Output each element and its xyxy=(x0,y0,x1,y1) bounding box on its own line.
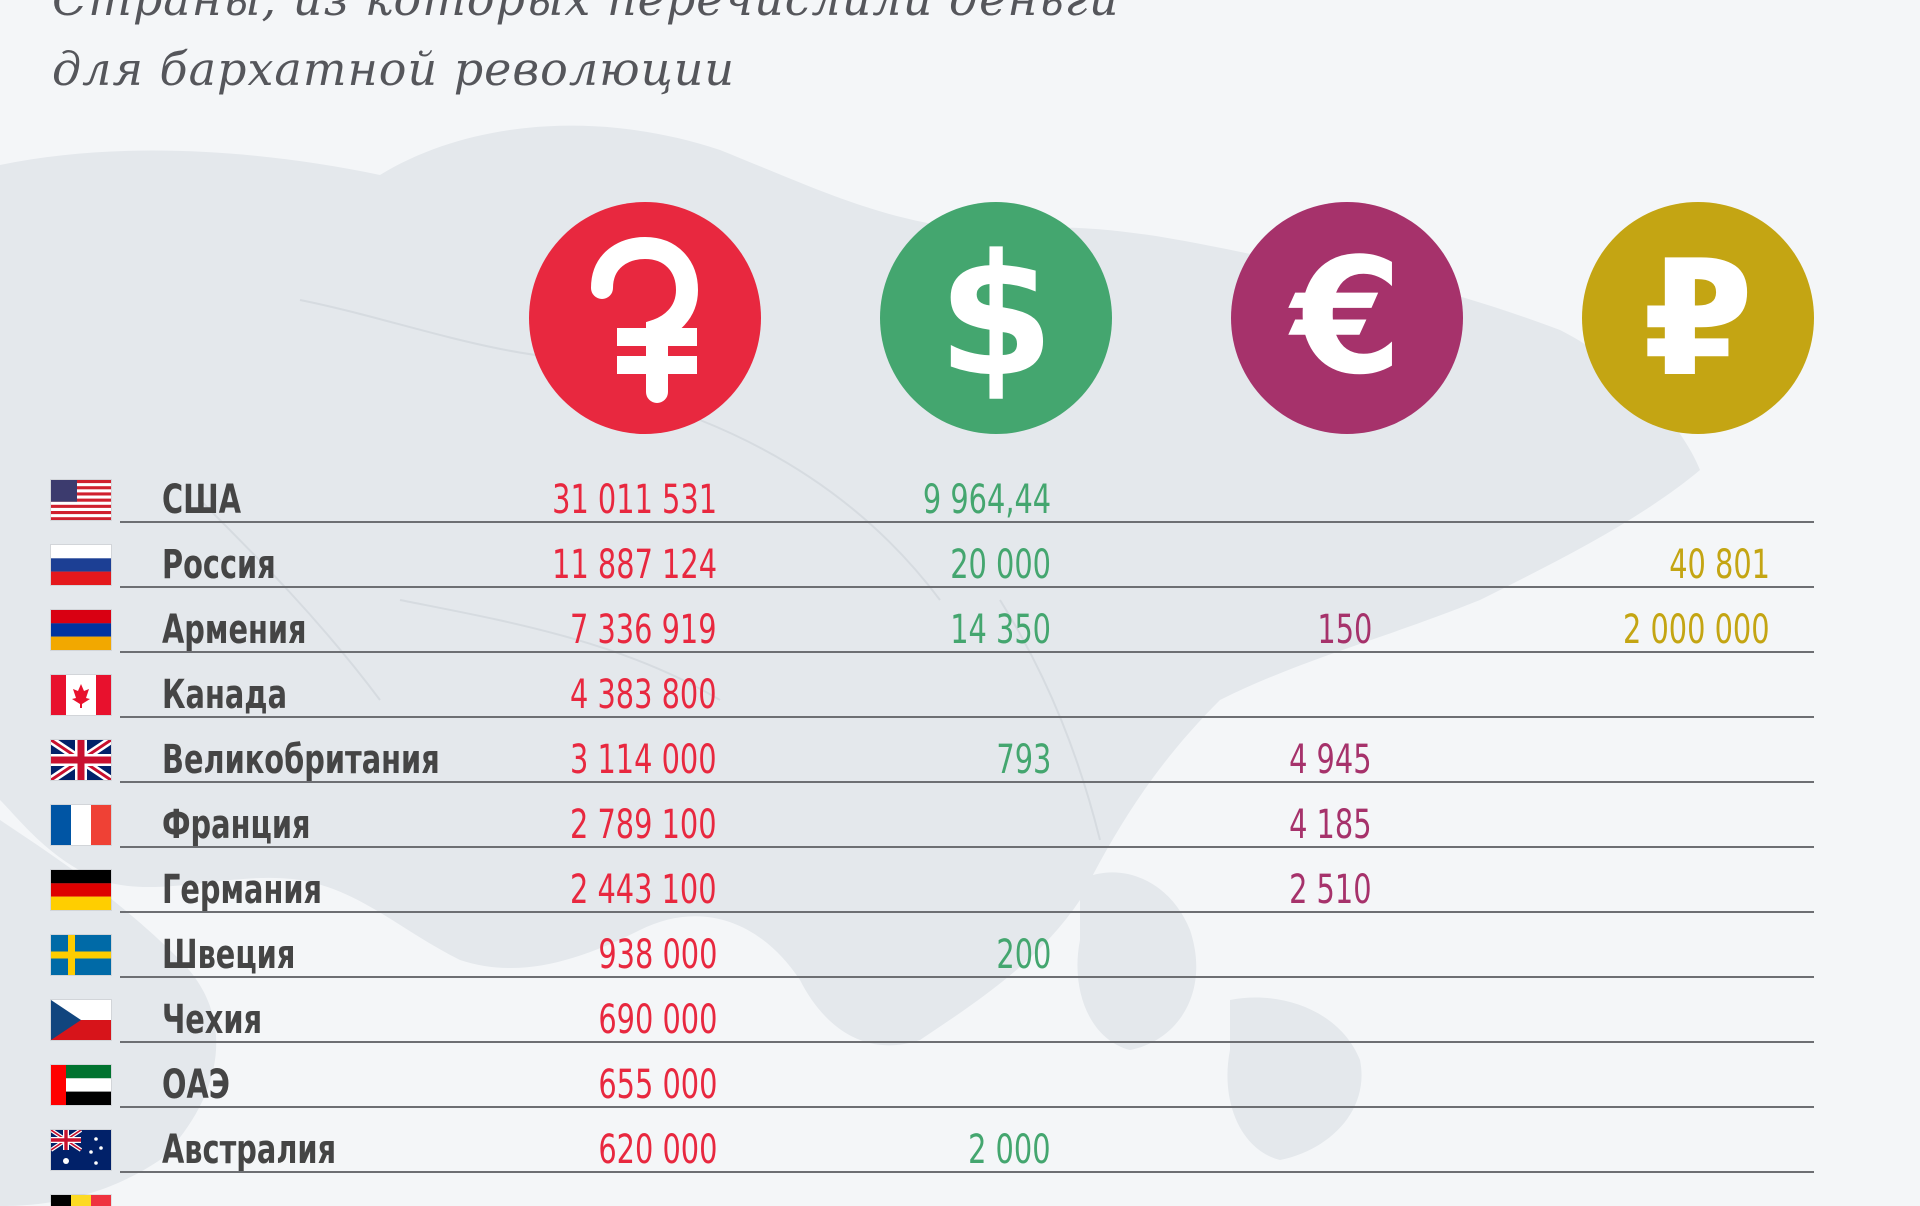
uk-flag-icon xyxy=(51,740,111,780)
amount-amd: 4 383 800 xyxy=(570,672,717,718)
amount-eur: 4 945 xyxy=(1289,737,1372,783)
table-row-partial xyxy=(0,1173,1920,1206)
euro-icon: € xyxy=(1231,202,1463,434)
amount-usd: 14 350 xyxy=(950,607,1051,653)
country-name: Канада xyxy=(162,672,288,718)
dollar-icon: $ xyxy=(880,202,1112,434)
table-row: Россия 11 887 124 20 000 40 801 xyxy=(0,523,1920,588)
country-name: Австралия xyxy=(162,1127,337,1173)
amount-amd: 2 443 100 xyxy=(570,867,717,913)
germany-flag-icon xyxy=(51,870,111,910)
country-name: Франция xyxy=(162,802,311,848)
uae-flag-icon xyxy=(51,1065,111,1105)
russia-flag-icon xyxy=(51,545,111,585)
sweden-flag-icon xyxy=(51,935,111,975)
row-divider xyxy=(120,781,1814,783)
table-row: Швеция 938 000 200 xyxy=(0,913,1920,978)
amount-usd: 20 000 xyxy=(950,542,1051,588)
table-row: Австралия 620 000 2 000 xyxy=(0,1108,1920,1173)
amount-amd: 655 000 xyxy=(597,1062,717,1108)
amount-amd: 7 336 919 xyxy=(570,607,717,653)
row-divider xyxy=(120,911,1814,913)
amount-usd: 793 xyxy=(996,737,1051,783)
country-name: Чехия xyxy=(162,997,263,1043)
svg-text:€: € xyxy=(1287,223,1402,410)
table-row: ОАЭ 655 000 xyxy=(0,1043,1920,1108)
infographic-title-line-1: Страны, из которых перечислили деньги xyxy=(52,0,1120,26)
amount-rub: 40 801 xyxy=(1669,542,1770,588)
amount-amd: 11 887 124 xyxy=(552,542,717,588)
row-divider xyxy=(120,846,1814,848)
row-divider xyxy=(120,976,1814,978)
czech-flag-icon xyxy=(51,1000,111,1040)
table-row: США 31 011 531 9 964,44 xyxy=(0,458,1920,523)
ruble-icon: ₽ xyxy=(1582,202,1814,434)
row-divider xyxy=(120,716,1814,718)
amount-usd: 2 000 xyxy=(968,1127,1051,1173)
row-divider xyxy=(120,586,1814,588)
country-name: Россия xyxy=(162,542,276,588)
row-divider xyxy=(120,651,1814,653)
amount-usd: 200 xyxy=(996,932,1051,978)
table-row: Канада 4 383 800 xyxy=(0,653,1920,718)
infographic-title-line-2: для бархатной революции xyxy=(52,42,735,96)
amount-amd: 620 000 xyxy=(597,1127,717,1173)
amount-usd: 9 964,44 xyxy=(922,477,1051,523)
canada-flag-icon xyxy=(51,675,111,715)
amount-amd: 2 789 100 xyxy=(570,802,717,848)
table-row: Армения 7 336 919 14 350 150 2 000 000 xyxy=(0,588,1920,653)
amount-amd: 938 000 xyxy=(597,932,717,978)
amount-rub: 2 000 000 xyxy=(1623,607,1770,653)
amount-amd: 690 000 xyxy=(597,997,717,1043)
amount-eur: 4 185 xyxy=(1289,802,1372,848)
table-row: Великобритания 3 114 000 793 4 945 xyxy=(0,718,1920,783)
row-divider xyxy=(120,1171,1814,1173)
us-flag-icon xyxy=(51,480,111,520)
row-divider xyxy=(120,1106,1814,1108)
country-name: Армения xyxy=(162,607,307,653)
france-flag-icon xyxy=(51,805,111,845)
country-name: ОАЭ xyxy=(162,1062,230,1108)
belgium-flag-icon xyxy=(51,1195,111,1206)
table-row: Чехия 690 000 xyxy=(0,978,1920,1043)
australia-flag-icon xyxy=(51,1130,111,1170)
country-name: Германия xyxy=(162,867,323,913)
svg-text:₽: ₽ xyxy=(1642,225,1753,412)
table-row: Германия 2 443 100 2 510 xyxy=(0,848,1920,913)
armenia-flag-icon xyxy=(51,610,111,650)
dram-icon xyxy=(529,202,761,434)
amount-eur: 2 510 xyxy=(1289,867,1372,913)
country-name: Великобритания xyxy=(162,737,440,783)
row-divider xyxy=(120,1041,1814,1043)
amount-eur: 150 xyxy=(1317,607,1372,653)
country-name: Швеция xyxy=(162,932,296,978)
amount-amd: 3 114 000 xyxy=(570,737,717,783)
table-row: Франция 2 789 100 4 185 xyxy=(0,783,1920,848)
row-divider xyxy=(120,521,1814,523)
amount-amd: 31 011 531 xyxy=(552,477,717,523)
svg-text:$: $ xyxy=(938,218,1055,414)
country-name: США xyxy=(162,477,242,523)
